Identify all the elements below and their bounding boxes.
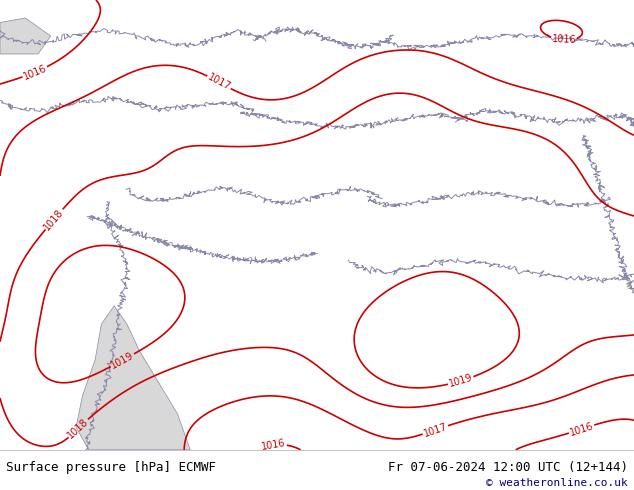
Text: Fr 07-06-2024 12:00 UTC (12+144): Fr 07-06-2024 12:00 UTC (12+144)	[387, 461, 628, 474]
Text: Surface pressure [hPa] ECMWF: Surface pressure [hPa] ECMWF	[6, 461, 216, 474]
Text: 1016: 1016	[261, 438, 287, 452]
Polygon shape	[76, 306, 190, 450]
Text: 1016: 1016	[552, 34, 576, 45]
Text: 1018: 1018	[66, 416, 91, 441]
Text: © weatheronline.co.uk: © weatheronline.co.uk	[486, 478, 628, 488]
Text: 1019: 1019	[109, 350, 136, 370]
Text: 1016: 1016	[568, 420, 595, 438]
Text: 1019: 1019	[448, 372, 474, 389]
Text: 1017: 1017	[206, 72, 232, 93]
Polygon shape	[0, 18, 51, 54]
Text: 1018: 1018	[42, 207, 66, 232]
Text: 1016: 1016	[22, 63, 48, 81]
Text: 1017: 1017	[422, 421, 449, 439]
